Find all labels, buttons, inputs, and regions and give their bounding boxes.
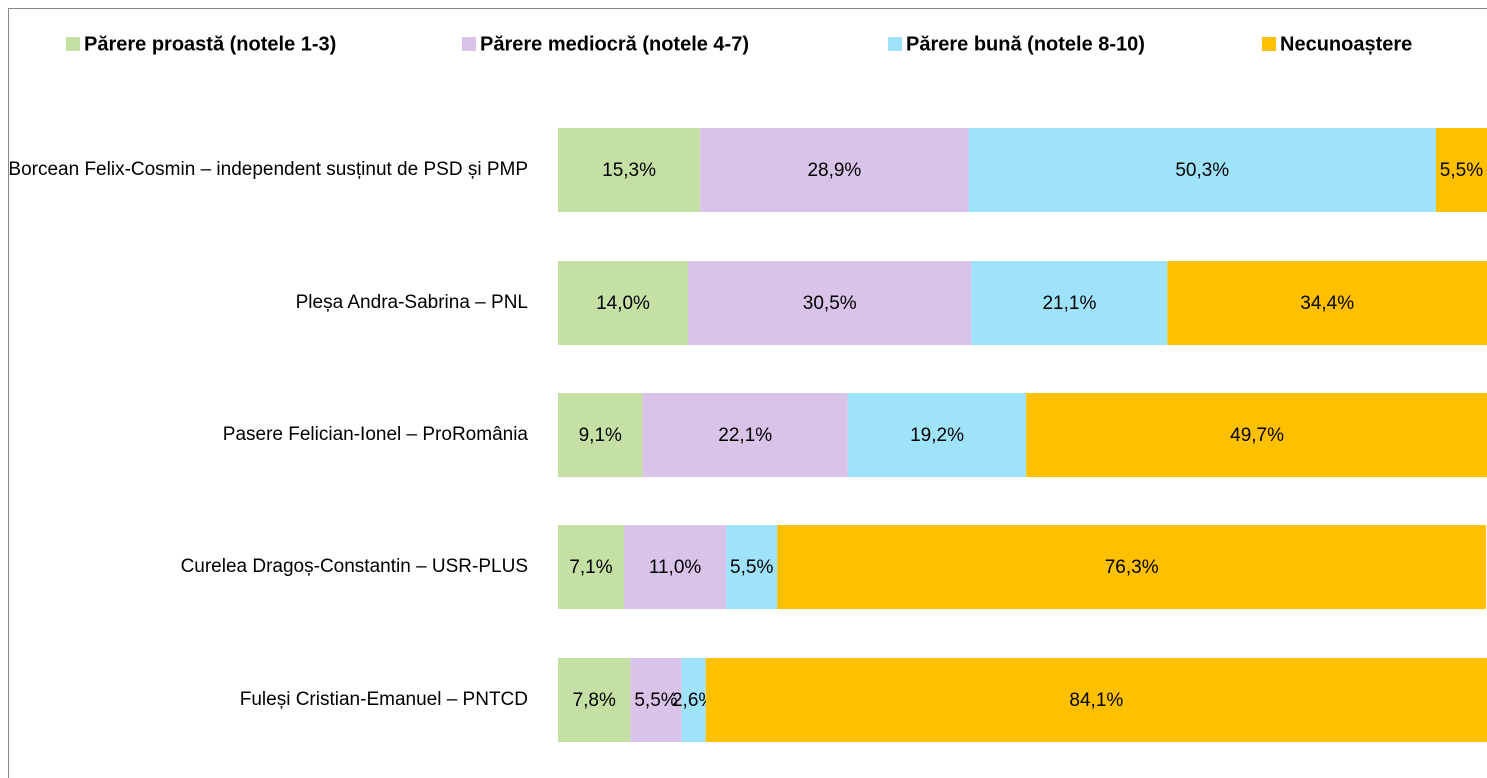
data-label: 5,5% bbox=[634, 690, 677, 711]
bar-segment bbox=[681, 658, 706, 742]
bar-segment bbox=[623, 525, 727, 609]
bar-segment bbox=[705, 658, 1487, 742]
legend-swatch bbox=[462, 37, 476, 51]
bar-segment bbox=[642, 393, 848, 477]
category-label: Borcean Felix-Cosmin – independent susți… bbox=[8, 159, 528, 180]
data-label: 50,3% bbox=[1175, 160, 1229, 181]
category-label: Fuleși Cristian-Emanuel – PNTCD bbox=[239, 689, 528, 710]
bar-segment bbox=[726, 525, 778, 609]
data-label: 5,5% bbox=[730, 557, 773, 578]
bar-segment bbox=[777, 525, 1487, 609]
data-label: 30,5% bbox=[803, 293, 857, 314]
data-label: 34,4% bbox=[1300, 293, 1354, 314]
data-label: 15,3% bbox=[602, 160, 656, 181]
data-label: 19,2% bbox=[910, 425, 964, 446]
bar-segment bbox=[968, 128, 1436, 212]
bar-segment bbox=[1435, 128, 1487, 212]
bar-segment bbox=[1167, 261, 1487, 345]
data-label: 84,1% bbox=[1069, 690, 1123, 711]
legend-label: Necunoaștere bbox=[1280, 33, 1412, 55]
bar-segment bbox=[558, 525, 624, 609]
data-label: 76,3% bbox=[1105, 557, 1159, 578]
bar-segment bbox=[558, 128, 701, 212]
category-label: Curelea Dragoș-Constantin – USR-PLUS bbox=[180, 556, 528, 577]
bar-segment bbox=[558, 261, 689, 345]
data-label: 11,0% bbox=[649, 557, 702, 578]
data-label: 5,5% bbox=[1440, 160, 1483, 181]
data-label: 21,1% bbox=[1042, 293, 1096, 314]
bar-segment bbox=[971, 261, 1168, 345]
bar-segment bbox=[688, 261, 972, 345]
data-label: 22,1% bbox=[718, 425, 772, 446]
data-label: 9,1% bbox=[579, 425, 622, 446]
data-label: 7,8% bbox=[573, 690, 616, 711]
legend-swatch bbox=[888, 37, 902, 51]
legend-swatch bbox=[1262, 37, 1276, 51]
bar-segment bbox=[558, 393, 643, 477]
bar-segment bbox=[847, 393, 1027, 477]
legend-label: Părere proastă (notele 1-3) bbox=[84, 33, 336, 55]
legend-label: Părere mediocră (notele 4-7) bbox=[480, 33, 749, 55]
bar-segment bbox=[630, 658, 682, 742]
data-label: 28,9% bbox=[807, 160, 861, 181]
legend-label: Părere bună (notele 8-10) bbox=[906, 33, 1145, 55]
bar-segment bbox=[1026, 393, 1487, 477]
category-label: Pleșa Andra-Sabrina – PNL bbox=[295, 292, 528, 313]
frame bbox=[8, 8, 1487, 778]
data-label: 2,6% bbox=[672, 690, 715, 711]
bar-segment bbox=[700, 128, 969, 212]
data-label: 49,7% bbox=[1230, 425, 1284, 446]
data-label: 14,0% bbox=[596, 293, 650, 314]
data-label: 7,1% bbox=[569, 557, 612, 578]
category-label: Pasere Felician-Ionel – ProRomânia bbox=[222, 424, 528, 445]
bar-segment bbox=[558, 658, 631, 742]
legend-swatch bbox=[66, 37, 80, 51]
